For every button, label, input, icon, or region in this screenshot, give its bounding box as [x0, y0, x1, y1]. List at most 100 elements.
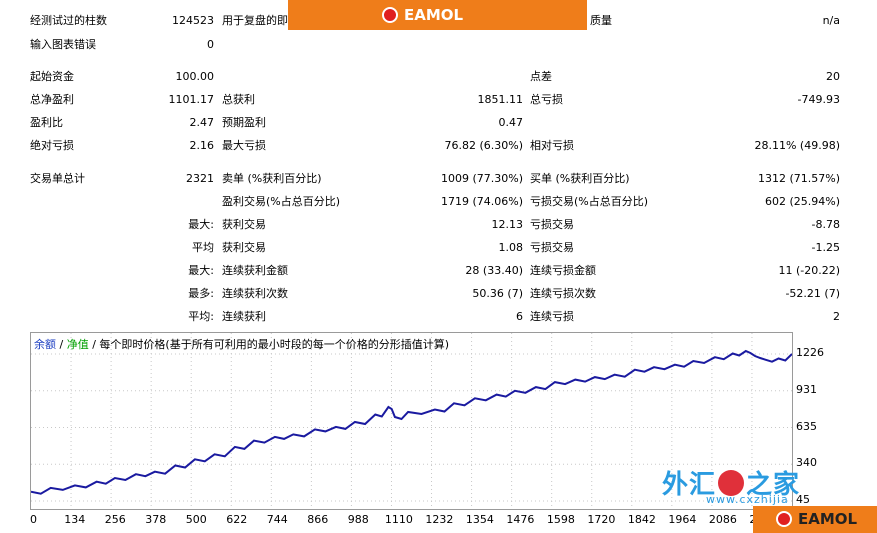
avg-consecutive-losses-label: 连续亏损 [530, 310, 574, 323]
total-net-profit-value: 1101.17 [168, 93, 215, 106]
initial-deposit-label: 起始资金 [30, 70, 74, 83]
x-tick-label: 1476 [506, 513, 535, 526]
expected-payoff-label: 预期盈利 [222, 116, 266, 129]
max-consecutive-wins-label: 连续获利金额 [222, 264, 288, 277]
x-tick-label: 1110 [384, 513, 413, 526]
x-tick-label: 1354 [465, 513, 494, 526]
x-tick-label: 500 [185, 513, 207, 526]
y-tick-label: 340 [796, 456, 817, 470]
largest-profit-value: 12.13 [491, 218, 524, 231]
largest-profit-label: 获利交易 [222, 218, 266, 231]
profit-trades-label: 盈利交易(%占总百分比) [222, 195, 341, 208]
legend-description: / 每个即时价格(基于所有可利用的最小时段的每一个价格的分形插值计算) [88, 338, 449, 351]
corner-banner [753, 506, 877, 533]
max-consecutive-losses-value: 11 (-20.22) [778, 264, 840, 277]
history-quality-label-right: 质量 [590, 14, 612, 27]
x-tick-label: 2086 [708, 513, 737, 526]
abs-drawdown-label: 绝对亏损 [30, 139, 74, 152]
y-tick-label: 1226 [796, 345, 824, 359]
x-tick-label: 988 [347, 513, 369, 526]
spread-value: 20 [826, 70, 840, 83]
legend-equity: 净值 [66, 338, 89, 351]
history-quality-label-left: 用于复盘的即 [222, 14, 288, 27]
average-loss-value: -1.25 [811, 241, 840, 254]
balance-chart [30, 332, 793, 510]
y-tick-label: 931 [796, 382, 817, 396]
total-trades-label: 交易单总计 [30, 172, 85, 185]
abs-drawdown-value: 2.16 [189, 139, 215, 152]
total-net-profit-label: 总净盈利 [30, 93, 74, 106]
watermark-url: www.cxzhijia [706, 493, 789, 506]
balance-chart-svg [31, 333, 792, 509]
rel-drawdown-label: 相对亏损 [530, 139, 574, 152]
avg-consecutive-prefix: 平均: [188, 310, 214, 323]
history-quality-value: n/a [822, 14, 840, 27]
avg-consecutive-wins-value: 6 [516, 310, 523, 323]
total-trades-value: 2321 [186, 172, 214, 185]
gross-loss-label: 总亏损 [530, 93, 563, 106]
watermark-circle-icon [718, 469, 745, 496]
loss-trades-label: 亏损交易(%占总百分比) [530, 195, 649, 208]
x-tick-label: 1598 [546, 513, 575, 526]
max-drawdown-label: 最大亏损 [222, 139, 266, 152]
short-positions-label: 卖单 (%获利百分比) [222, 172, 322, 185]
maximal-consecutive-profit-label: 连续获利次数 [222, 287, 288, 300]
x-tick-label: 1842 [627, 513, 656, 526]
x-tick-label: 1232 [425, 513, 454, 526]
y-tick-label: 635 [796, 419, 817, 433]
rel-drawdown-value: 28.11% (49.98) [754, 139, 840, 152]
loss-trades-value: 602 (25.94%) [764, 195, 840, 208]
maximal-consecutive-profit-value: 50.36 (7) [472, 287, 523, 300]
x-tick-label: 134 [64, 513, 86, 526]
top-banner [288, 0, 587, 30]
max-consecutive-losses-label: 连续亏损金额 [530, 264, 596, 277]
watermark-logo: 外汇 之家 [662, 469, 801, 500]
average-profit-value: 1.08 [498, 241, 524, 254]
largest-loss-label: 亏损交易 [530, 218, 574, 231]
gross-loss-value: -749.93 [797, 93, 840, 106]
bars-tested-label: 经测试过的柱数 [30, 14, 107, 27]
chart-errors-label: 输入图表错误 [30, 38, 96, 51]
avg-consecutive-losses-value: 2 [833, 310, 840, 323]
x-tick-label: 622 [226, 513, 248, 526]
x-tick-label: 0 [30, 513, 37, 526]
max-consecutive-prefix: 最大: [188, 264, 214, 277]
expected-payoff-value: 0.47 [498, 116, 524, 129]
eamol-logo: EAMOL [382, 5, 463, 25]
profit-trades-value: 1719 (74.06%) [440, 195, 523, 208]
largest-loss-value: -8.78 [811, 218, 840, 231]
x-tick-label: 866 [307, 513, 329, 526]
maximal-consecutive-loss-value: -52.21 (7) [785, 287, 840, 300]
gross-profit-label: 总获利 [222, 93, 255, 106]
x-tick-label: 256 [104, 513, 126, 526]
spread-label: 点差 [530, 70, 552, 83]
largest-prefix: 最大: [188, 218, 214, 231]
chart-legend: 余额 / 净值 / 每个即时价格(基于所有可利用的最小时段的每一个价格的分形插值… [34, 336, 449, 352]
average-prefix: 平均 [192, 241, 214, 254]
x-tick-label: 1964 [668, 513, 697, 526]
avg-consecutive-wins-label: 连续获利 [222, 310, 266, 323]
corner-logo-icon [776, 510, 792, 527]
short-positions-value: 1009 (77.30%) [440, 172, 523, 185]
x-tick-label: 1720 [587, 513, 616, 526]
gross-profit-value: 1851.11 [477, 93, 524, 106]
chart-errors-value: 0 [207, 38, 214, 51]
legend-separator: / [56, 338, 67, 351]
average-loss-label: 亏损交易 [530, 241, 574, 254]
long-positions-value: 1312 (71.57%) [757, 172, 840, 185]
bars-tested-value: 124523 [172, 14, 214, 27]
long-positions-label: 买单 (%获利百分比) [530, 172, 630, 185]
x-tick-label: 378 [145, 513, 167, 526]
maximal-prefix: 最多: [188, 287, 214, 300]
maximal-consecutive-loss-label: 连续亏损次数 [530, 287, 596, 300]
legend-balance: 余额 [34, 338, 56, 351]
initial-deposit-value: 100.00 [175, 70, 215, 83]
max-consecutive-wins-value: 28 (33.40) [465, 264, 523, 277]
profit-factor-label: 盈利比 [30, 116, 63, 129]
x-tick-label: 744 [266, 513, 288, 526]
profit-factor-value: 2.47 [189, 116, 215, 129]
y-tick-label: 45 [796, 493, 810, 506]
max-drawdown-value: 76.82 (6.30%) [444, 139, 523, 152]
balance-series-line [31, 349, 792, 495]
corner-eamol-logo: EAMOL [776, 509, 857, 529]
